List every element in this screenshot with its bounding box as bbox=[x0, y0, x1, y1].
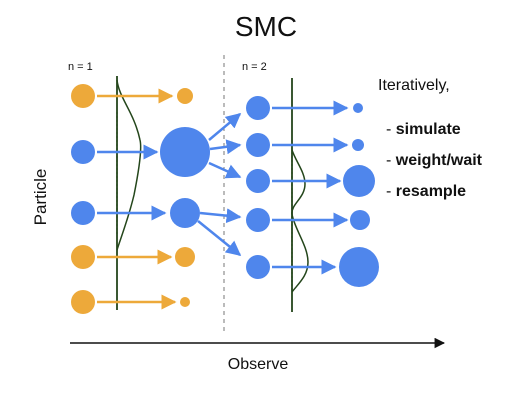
steps-intro: Iteratively, bbox=[378, 77, 450, 94]
particle-resampled-1 bbox=[246, 96, 270, 120]
particle-resampled-5 bbox=[246, 255, 270, 279]
particle-weighted-4 bbox=[175, 247, 195, 267]
particle-initial-5 bbox=[71, 290, 95, 314]
particle-weighted-1 bbox=[177, 88, 193, 104]
arrow-resample-1 bbox=[208, 113, 242, 141]
particle-resampled-3 bbox=[246, 169, 270, 193]
x-axis-label: Observe bbox=[228, 356, 289, 373]
particle-final-5 bbox=[339, 247, 379, 287]
density-curve-n2 bbox=[291, 78, 309, 312]
particle-weighted-2 bbox=[160, 127, 210, 177]
arrow-resample-4 bbox=[199, 208, 242, 224]
particle-resampled-4 bbox=[246, 208, 270, 232]
particle-resampled-2 bbox=[246, 133, 270, 157]
particle-final-3 bbox=[343, 165, 375, 197]
particle-final-1 bbox=[353, 103, 363, 113]
arrow-resample-3 bbox=[208, 161, 242, 179]
step-weight-wait: - weight/wait bbox=[386, 152, 483, 169]
y-axis-label: Particle bbox=[31, 169, 50, 226]
particle-weighted-5 bbox=[180, 297, 190, 307]
particle-initial-1 bbox=[71, 84, 95, 108]
density-curve-n1 bbox=[116, 76, 142, 310]
stage-label-n1: n = 1 bbox=[68, 61, 93, 73]
stage-label-n2: n = 2 bbox=[242, 61, 267, 73]
particle-initial-4 bbox=[71, 245, 95, 269]
particle-initial-2 bbox=[71, 140, 95, 164]
step-simulate: - simulate bbox=[386, 121, 461, 138]
arrow-resample-2 bbox=[209, 139, 242, 155]
particle-weighted-3 bbox=[170, 198, 200, 228]
step-resample: - resample bbox=[386, 183, 466, 200]
arrow-resample-5 bbox=[197, 220, 242, 256]
particle-initial-3 bbox=[71, 201, 95, 225]
diagram-title: SMC bbox=[235, 11, 297, 42]
particle-final-4 bbox=[350, 210, 370, 230]
particle-final-2 bbox=[352, 139, 364, 151]
